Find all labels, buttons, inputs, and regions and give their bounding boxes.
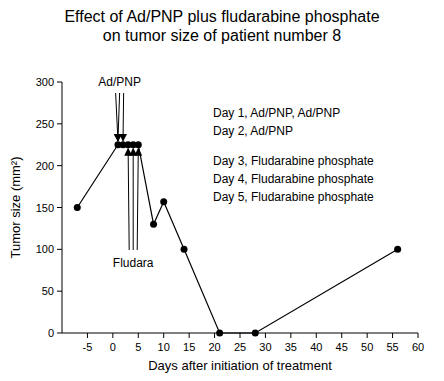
annotation-arrow: [137, 149, 138, 250]
y-tick-label: 300: [36, 76, 54, 88]
y-tick-label: 0: [48, 327, 54, 339]
y-tick-label: 50: [42, 285, 54, 297]
x-tick: [341, 333, 342, 338]
x-tick-label: 60: [412, 341, 424, 353]
y-axis-label: Tumor size (mm²): [8, 156, 23, 258]
x-tick: [316, 333, 317, 338]
y-tick: [57, 123, 62, 124]
y-tick: [57, 82, 62, 83]
chart: Effect of Ad/PNP plus fludarabine phosph…: [0, 0, 444, 381]
x-tick-label: 20: [208, 341, 220, 353]
x-tick-label: 55: [386, 341, 398, 353]
y-tick-label: 100: [36, 243, 54, 255]
annotation-arrow: [116, 93, 118, 141]
plot-area: [74, 141, 401, 336]
x-axis-label: Days after initiation of treatment: [148, 358, 332, 373]
x-tick: [189, 333, 190, 338]
x-tick: [240, 333, 241, 338]
annotation-label: Ad/PNP: [98, 75, 141, 89]
x-tick-label: 0: [110, 341, 116, 353]
note: Day 4, Fludarabine phosphate: [213, 172, 374, 186]
x-tick: [138, 333, 139, 338]
data-point: [181, 246, 188, 253]
x-tick: [418, 333, 419, 338]
x-tick-label: 10: [158, 341, 170, 353]
data-point: [135, 141, 142, 148]
note: Day 1, Ad/PNP, Ad/PNP: [213, 106, 340, 120]
x-tick: [163, 333, 164, 338]
title: on tumor size of patient number 8: [103, 27, 341, 44]
x-tick-label: 50: [361, 341, 373, 353]
data-point: [160, 198, 167, 205]
x-tick-label: 15: [183, 341, 195, 353]
x-tick-label: 45: [336, 341, 348, 353]
y-tick: [57, 207, 62, 208]
y-tick-label: 150: [36, 202, 54, 214]
x-tick: [290, 333, 291, 338]
annotation-arrow: [118, 93, 120, 141]
data-point: [150, 221, 157, 228]
x-tick-label: -5: [83, 341, 93, 353]
data-point: [74, 204, 81, 211]
title: Effect of Ad/PNP plus fludarabine phosph…: [64, 8, 379, 25]
x-tick-label: 5: [135, 341, 141, 353]
x-tick: [87, 333, 88, 338]
x-tick: [265, 333, 266, 338]
y-tick: [57, 333, 62, 334]
data-point: [252, 330, 259, 337]
x-tick: [367, 333, 368, 338]
x-tick: [214, 333, 215, 338]
series-line: [77, 145, 397, 333]
x-tick: [392, 333, 393, 338]
x-tick-label: 35: [285, 341, 297, 353]
annotation-label: Fludara: [113, 256, 154, 270]
y-tick: [57, 291, 62, 292]
annotation-arrow: [133, 149, 134, 250]
note: Day 2, Ad/PNP: [213, 124, 293, 138]
y-tick: [57, 165, 62, 166]
x-tick-label: 25: [234, 341, 246, 353]
note: Day 3, Fludarabine phosphate: [213, 154, 374, 168]
annotation-arrow: [128, 149, 129, 250]
annotation-arrow: [123, 93, 125, 141]
x-tick-label: 40: [310, 341, 322, 353]
data-point: [394, 246, 401, 253]
x-tick: [112, 333, 113, 338]
y-tick: [57, 249, 62, 250]
y-tick-label: 250: [36, 118, 54, 130]
data-point: [216, 330, 223, 337]
y-tick-label: 200: [36, 160, 54, 172]
note: Day 5, Fludarabine phosphate: [213, 190, 374, 204]
x-tick-label: 30: [259, 341, 271, 353]
